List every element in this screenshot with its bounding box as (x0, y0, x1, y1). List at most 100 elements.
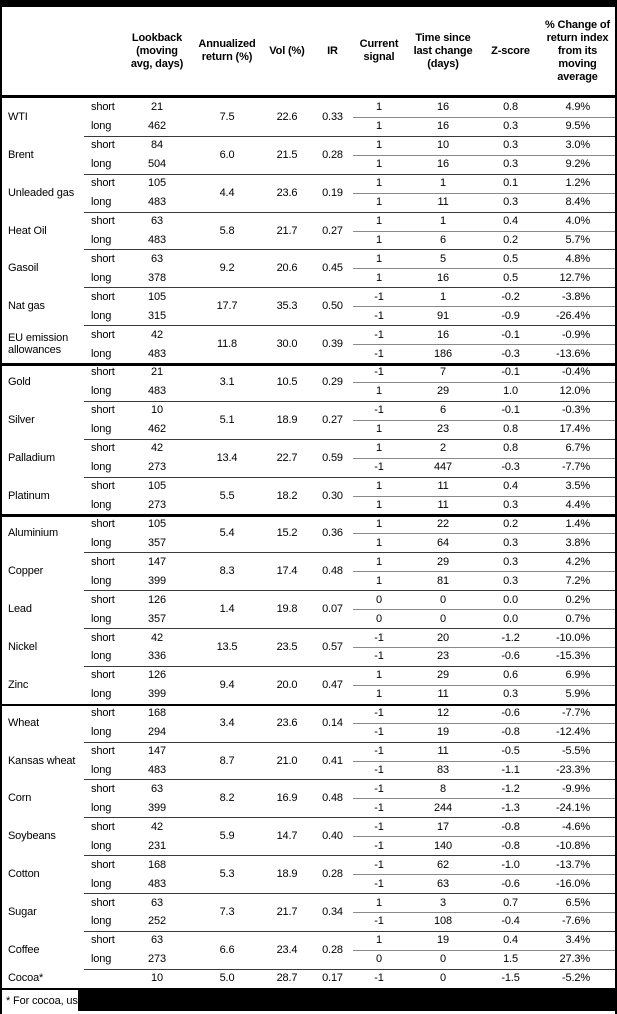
lookback-value: 126 (148, 669, 166, 682)
vol-value: 10.5 (276, 375, 298, 388)
signal-row: 1 16 0.3 9.5% (353, 117, 615, 136)
pct-change-value: -0.9% (562, 328, 590, 341)
position-column: short long (84, 249, 122, 287)
pair-divider-line (353, 230, 615, 232)
vol-value: 21.7 (276, 224, 298, 237)
position-label: long (91, 536, 112, 549)
pair-divider-line (353, 533, 615, 535)
position-column: short long (84, 325, 122, 363)
signal-row: 1 6 0.2 5.7% (353, 231, 615, 250)
position-label: long (91, 801, 112, 814)
position-label: long (91, 120, 112, 133)
current-signal-value: 1 (376, 480, 382, 493)
header-time-since-change: Time since last change (days) (413, 31, 473, 70)
pct-change-value: 3.0% (565, 139, 591, 152)
pct-change-value: 4.8% (565, 252, 591, 265)
commodity-name: Kansas wheat (8, 754, 76, 767)
annualized-return-value: 9.4 (219, 678, 235, 691)
lookback-value: 399 (148, 688, 166, 701)
header-commodity (2, 7, 84, 95)
zscore-value: 0.3 (503, 139, 518, 152)
signal-row: 1 16 0.8 4.9% (353, 98, 615, 117)
pct-change-value: 6.7% (565, 442, 591, 455)
zscore-value: -1.5 (501, 972, 520, 985)
annualized-return-value: 11.8 (217, 338, 237, 351)
lookback-column: 63 378 (122, 249, 192, 287)
zscore-value: -0.9 (501, 309, 520, 322)
zscore-value: -0.3 (501, 461, 520, 474)
pair-divider-line (353, 874, 615, 876)
time-since-change-value: 16 (437, 271, 449, 284)
pct-change-value: -7.7% (562, 707, 590, 720)
current-signal-value: -1 (374, 839, 384, 852)
lookback-value: 231 (148, 839, 166, 852)
commodity-row-group: Brent short long 84 504 6.0 21.5 0.28 1 10 0.3 3.0%… (2, 135, 615, 174)
signal-columns: -1 17 -0.8 -4.6% -1 140 -0.8 -10.8% (353, 817, 615, 855)
position-column: short long (84, 287, 122, 325)
position-column: short long (84, 98, 122, 136)
lookback-column: 21 483 (122, 363, 192, 401)
signal-row: -1 23 -0.6 -15.3% (353, 647, 615, 666)
position-label: short (91, 593, 115, 606)
commodity-row-group: Cotton short long 168 483 5.3 18.9 0.28 -1 62 -1.0… (2, 855, 615, 893)
vol-value: 21.5 (276, 148, 298, 161)
current-signal-value: 1 (376, 196, 382, 209)
lookback-value: 63 (151, 215, 163, 228)
pct-change-value: 17.4% (559, 423, 591, 436)
zscore-value: 1.0 (503, 385, 518, 398)
time-since-change-value: 244 (434, 801, 452, 814)
time-since-change-value: 17 (437, 820, 449, 833)
signal-columns: 1 19 0.4 3.4% 0 0 1.5 27.3% (353, 931, 615, 969)
header-vol: Vol (%) (269, 44, 305, 57)
vol-value: 16.9 (276, 792, 298, 805)
position-label: short (91, 934, 115, 947)
current-signal-value: -1 (374, 290, 384, 303)
signal-columns: 1 22 0.2 1.4% 1 64 0.3 3.8% (353, 514, 615, 552)
time-since-change-value: 1 (440, 215, 446, 228)
zscore-value: -1.3 (501, 801, 520, 814)
lookback-value: 294 (148, 726, 166, 739)
pct-change-value: -0.4% (562, 366, 590, 379)
position-column: short long (84, 439, 122, 477)
position-label: short (91, 631, 115, 644)
header-zscore: Z-score (491, 44, 530, 57)
position-label: long (91, 839, 112, 852)
lookback-column: 21 462 (122, 98, 192, 136)
signal-columns: -1 8 -1.2 -9.9% -1 244 -1.3 -24.1% (353, 779, 615, 817)
pct-change-value: 1.2% (565, 177, 591, 190)
position-label: short (91, 101, 115, 114)
annualized-return-value: 4.4 (219, 186, 235, 199)
zscore-value: 0.1 (503, 177, 518, 190)
vol-value: 19.8 (276, 603, 298, 616)
time-since-change-value: 16 (437, 120, 449, 133)
current-signal-value: -1 (374, 915, 384, 928)
signal-row: 1 29 0.6 6.9% (353, 666, 615, 685)
position-label: short (91, 177, 115, 190)
pct-change-value: -0.3% (562, 404, 590, 417)
signal-row: -1 0 -1.5 -5.2% (353, 969, 615, 988)
position-label: long (91, 158, 112, 171)
vol-value: 15.2 (276, 527, 298, 540)
zscore-value: -0.6 (501, 650, 520, 663)
signal-row: -1 63 -0.6 -16.0% (353, 874, 615, 893)
annualized-return-value: 5.5 (219, 489, 235, 502)
position-label: short (91, 442, 115, 455)
position-label: long (91, 309, 112, 322)
current-signal-value: 1 (376, 271, 382, 284)
commodity-name: Corn (8, 792, 32, 805)
redaction-bar (78, 990, 615, 1011)
current-signal-value: -1 (374, 764, 384, 777)
zscore-value: 0.2 (503, 233, 518, 246)
lookback-column: 42 231 (122, 817, 192, 855)
current-signal-value: -1 (374, 801, 384, 814)
commodity-name: Sugar (8, 905, 37, 918)
time-since-change-value: 62 (437, 858, 449, 871)
header-position (84, 7, 122, 95)
lookback-value: 399 (148, 574, 166, 587)
lookback-column: 63 399 (122, 779, 192, 817)
zscore-value: -0.1 (501, 366, 520, 379)
header-current-signal: Current signal (359, 38, 399, 63)
commodity-name: Cotton (8, 868, 40, 881)
pct-change-value: -26.4% (556, 309, 590, 322)
header-pct-change: % Change of return index from its moving… (545, 18, 610, 83)
